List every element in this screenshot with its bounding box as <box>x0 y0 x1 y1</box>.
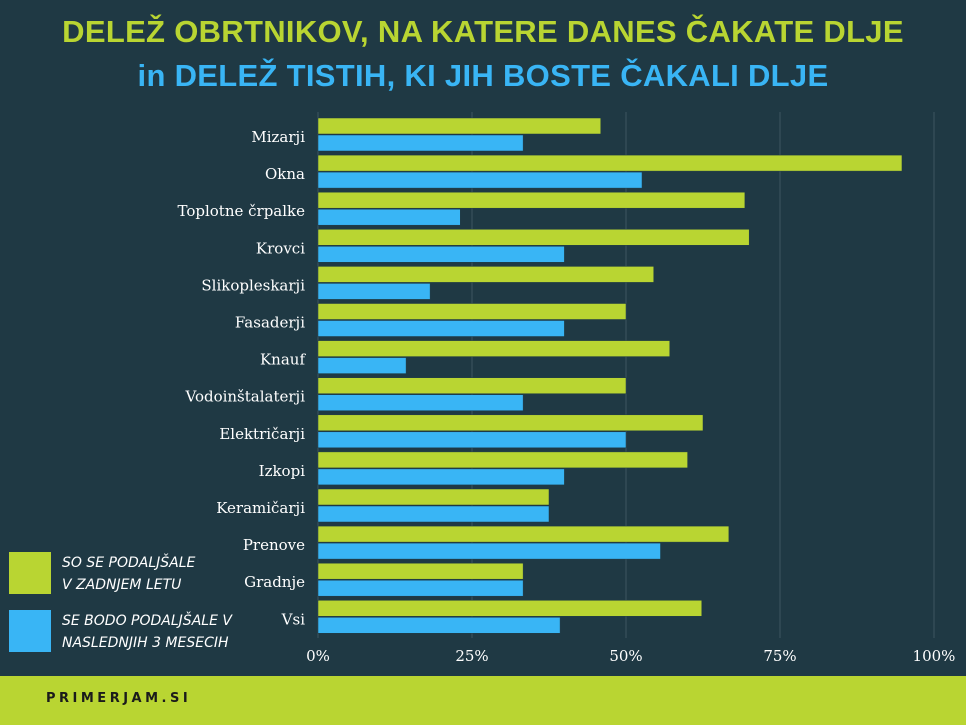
bar-green <box>317 229 750 246</box>
bar-blue <box>317 283 431 300</box>
bar-green <box>317 488 550 506</box>
bar-blue <box>317 468 565 486</box>
bar-blue <box>317 579 524 597</box>
bar-blue <box>317 431 627 449</box>
category-label: Izkopi <box>259 462 306 480</box>
bar-blue <box>317 171 643 189</box>
legend-label-green: SO SE PODALJŠALE V ZADNJEM LETU <box>62 552 262 596</box>
x-tick-label: 25% <box>455 647 488 665</box>
category-label: Slikopleskarji <box>201 276 305 294</box>
category-label: Vsi <box>281 610 306 628</box>
bar-green <box>317 266 654 283</box>
bar-green <box>317 340 670 357</box>
category-label: Prenove <box>243 536 305 554</box>
bar-blue <box>317 542 661 560</box>
bar-green <box>317 600 703 617</box>
category-label: Toplotne črpalke <box>177 202 305 220</box>
legend-label-line: SE BODO PODALJŠALE V <box>62 613 232 629</box>
bar-blue <box>317 357 407 374</box>
legend-swatch-blue <box>9 610 51 652</box>
category-label: Keramičarji <box>216 499 305 517</box>
bar-blue <box>317 320 565 337</box>
footer: PRIMERJAM.SI <box>0 676 966 725</box>
x-tick-label: 75% <box>763 647 796 665</box>
bar-blue <box>317 134 524 152</box>
bar-blue <box>317 394 524 411</box>
bar-green <box>317 525 730 543</box>
category-label: Mizarji <box>251 128 305 146</box>
category-label: Knauf <box>260 351 306 369</box>
bar-green <box>317 191 746 209</box>
bar-green <box>317 154 903 172</box>
category-label: Fasaderji <box>235 314 305 332</box>
legend-label-line: SO SE PODALJŠALE <box>62 555 196 571</box>
bar-blue <box>317 246 565 263</box>
bar-green <box>317 562 524 580</box>
category-label: Okna <box>265 165 305 183</box>
category-label: Vodoinštalaterji <box>184 388 305 406</box>
legend-label-line: NASLEDNJIH 3 MESECIH <box>62 635 229 651</box>
category-label: Krovci <box>256 239 305 257</box>
legend-label-blue: SE BODO PODALJŠALE V NASLEDNJIH 3 MESECIH <box>62 610 262 654</box>
bar-green <box>317 414 704 432</box>
bar-blue <box>317 505 550 523</box>
bar-blue <box>317 617 561 634</box>
x-tick-label: 0% <box>306 647 330 665</box>
bar-blue <box>317 208 461 226</box>
chart-title: DELEŽ OBRTNIKOV, NA KATERE DANES ČAKATE … <box>62 14 904 49</box>
bar-green <box>317 451 688 469</box>
legend-label-line: V ZADNJEM LETU <box>62 577 182 593</box>
chart-subtitle: in DELEŽ TISTIH, KI JIH BOSTE ČAKALI DLJ… <box>137 58 829 93</box>
legend-swatch-green <box>9 552 51 594</box>
category-label: Električarji <box>219 425 305 443</box>
x-tick-label: 100% <box>913 647 956 665</box>
bar-green <box>317 117 601 135</box>
bar-green <box>317 377 627 394</box>
brand-logo-text: PRIMERJAM.SI <box>46 691 192 706</box>
x-tick-label: 50% <box>609 647 642 665</box>
bar-chart: 0% 25% 50% 75% 100% Mizarji Okna Toplotne črpal… <box>177 112 956 665</box>
bar-green <box>317 303 627 320</box>
category-label: Gradnje <box>244 573 305 591</box>
